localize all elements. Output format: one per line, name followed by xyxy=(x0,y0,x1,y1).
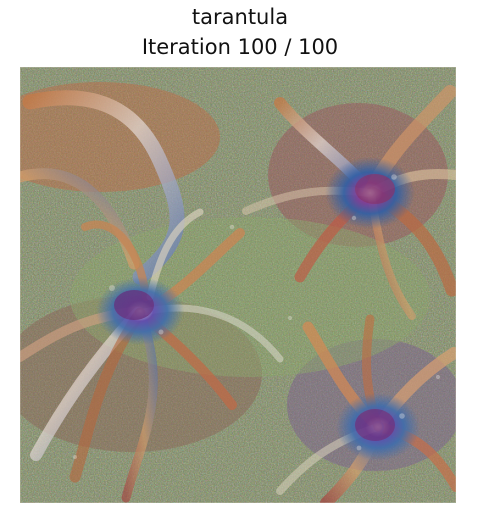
synthesized-image xyxy=(20,67,456,503)
tarantula-visualization xyxy=(20,67,456,503)
iteration-label: Iteration 100 / 100 xyxy=(141,35,339,59)
image-title: tarantula xyxy=(191,5,289,29)
